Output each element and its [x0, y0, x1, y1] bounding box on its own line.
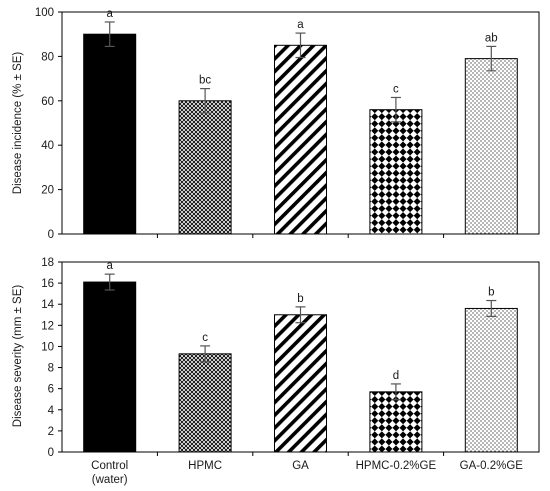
- x-tick-label: HPMC: [188, 460, 222, 472]
- y-tick-label: 4: [48, 405, 55, 417]
- y-axis-label: Disease incidence (% ± SE): [12, 52, 24, 195]
- bar: [178, 353, 232, 453]
- y-tick-label: 6: [48, 384, 54, 396]
- error-bar: [486, 45, 497, 72]
- bar: [178, 100, 232, 235]
- x-tick-label: GA: [292, 460, 309, 472]
- error-bar: [486, 299, 497, 317]
- bar: [369, 109, 423, 235]
- significance-label: a: [106, 8, 113, 20]
- x-tick-label: GA-0.2%GE: [460, 460, 524, 472]
- x-axis-tick-labels: Control (water) HPMC GA HPMC-0.2%GE GA-0.2%GE: [91, 460, 523, 486]
- y-tick-label: 14: [41, 299, 54, 311]
- significance-label: a: [297, 19, 304, 31]
- error-bar: [200, 345, 211, 363]
- significance-label: ab: [485, 32, 498, 44]
- y-axis-label: Disease severity (mm ± SE): [12, 285, 24, 428]
- y-tick-label: 0: [48, 447, 54, 459]
- bar: [274, 44, 327, 235]
- error-bar: [200, 87, 211, 114]
- significance-label: d: [393, 370, 399, 382]
- y-tick-label: 60: [41, 96, 54, 108]
- y-tick-label: 80: [41, 51, 54, 63]
- y-tick-label: 8: [48, 363, 54, 375]
- y-tick-label: 100: [35, 7, 54, 19]
- bar: [83, 281, 137, 453]
- y-tick-label: 20: [41, 185, 54, 197]
- severity-chart: Disease severity (mm ± SE) 0 2 4 6 8 10 12 14 16…: [12, 257, 540, 459]
- error-bar: [104, 273, 115, 291]
- significance-label: a: [106, 260, 113, 272]
- bar: [464, 307, 518, 453]
- x-tick-label: HPMC-0.2%GE: [356, 460, 437, 472]
- bar: [464, 58, 518, 235]
- y-tick-label: 40: [41, 140, 54, 152]
- bar: [274, 314, 327, 453]
- incidence-chart: Disease incidence (% ± SE) 0 20 40 60 80 100 a…: [12, 7, 540, 241]
- y-tick-label: 0: [48, 229, 54, 241]
- y-tick-label: 18: [41, 257, 54, 269]
- error-bar: [104, 21, 115, 48]
- significance-label: bc: [199, 75, 211, 87]
- error-bar: [295, 32, 306, 59]
- error-bar: [295, 306, 306, 324]
- x-tick-label: Control (water): [91, 460, 128, 486]
- y-tick-label: 16: [41, 278, 54, 290]
- bar: [83, 33, 137, 235]
- significance-label: c: [202, 332, 208, 344]
- error-bar: [390, 96, 401, 123]
- bar: [369, 391, 423, 453]
- significance-label: c: [393, 83, 399, 95]
- y-tick-label: 10: [41, 341, 54, 353]
- error-bar: [390, 383, 401, 401]
- significance-label: b: [488, 287, 494, 299]
- y-tick-label: 12: [41, 320, 54, 332]
- y-tick-label: 2: [48, 426, 54, 438]
- significance-label: b: [297, 293, 303, 305]
